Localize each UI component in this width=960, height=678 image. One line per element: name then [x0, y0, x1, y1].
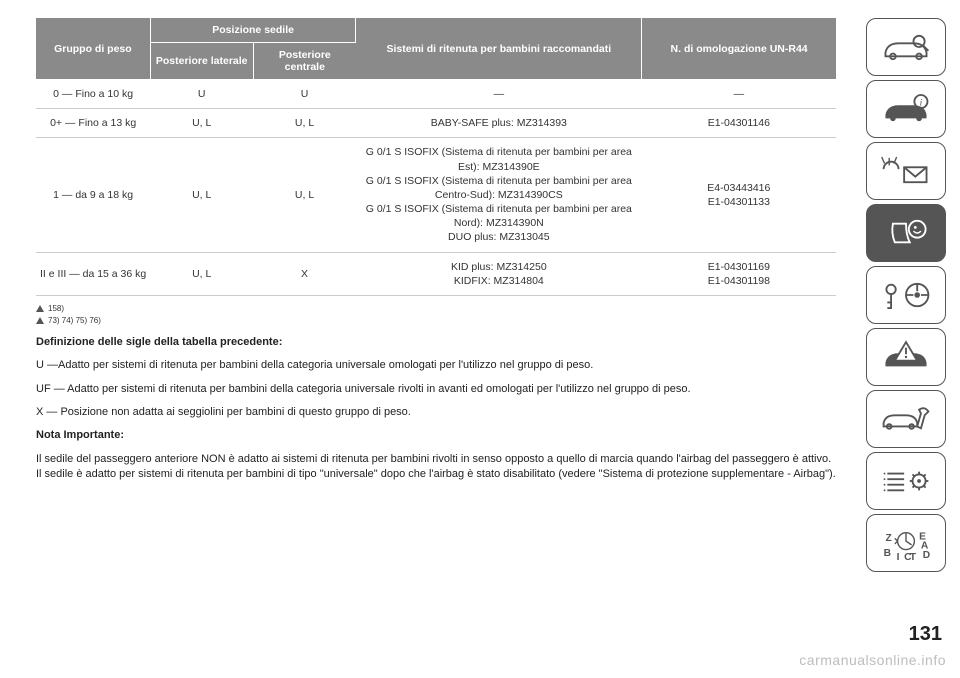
cell-sistemi: BABY-SAFE plus: MZ314393	[356, 109, 642, 138]
svg-text:Z: Z	[885, 533, 891, 544]
footnotes: 158) 73) 74) 75) 76)	[36, 304, 836, 325]
cell-gruppo: 0 — Fino a 10 kg	[36, 80, 150, 109]
light-envelope-icon	[878, 151, 934, 191]
cell-cen: U	[253, 80, 356, 109]
th-omolog: N. di omologazione UN-R44	[642, 18, 836, 80]
cell-omolog: E1-04301146	[642, 109, 836, 138]
th-gruppo: Gruppo di peso	[36, 18, 150, 80]
sidebar-car-wrench[interactable]	[866, 390, 946, 448]
car-magnify-icon	[878, 27, 934, 67]
cell-lat: U, L	[150, 138, 253, 252]
car-wrench-icon	[878, 399, 934, 439]
cell-cen: U, L	[253, 109, 356, 138]
cell-omolog: E1-04301169 E1-04301198	[642, 252, 836, 295]
svg-text:B: B	[884, 548, 891, 559]
list-gear-icon	[878, 461, 934, 501]
def-u: U —Adatto per sistemi di ritenuta per ba…	[36, 358, 836, 373]
sidebar-car-warning[interactable]	[866, 328, 946, 386]
th-pos-cen: Posteriore centrale	[253, 43, 356, 80]
car-warning-icon	[878, 337, 934, 377]
def-heading: Definizione delle sigle della tabella pr…	[36, 335, 836, 350]
table-row: II e III — da 15 a 36 kg U, L X KID plus…	[36, 252, 836, 295]
th-pos-lat: Posteriore laterale	[150, 43, 253, 80]
table-row: 1 — da 9 a 18 kg U, L U, L G 0/1 S ISOFI…	[36, 138, 836, 252]
sidebar-light-envelope[interactable]	[866, 142, 946, 200]
cell-lat: U	[150, 80, 253, 109]
def-uf: UF — Adatto per sistemi di ritenuta per …	[36, 382, 836, 397]
child-seat-table: Gruppo di peso Posizione sedile Sistemi …	[36, 18, 836, 296]
sidebar-key-wheel[interactable]	[866, 266, 946, 324]
footnote-b: 73) 74) 75) 76)	[48, 316, 101, 325]
sidebar-car-info[interactable]: i	[866, 80, 946, 138]
cell-omolog: —	[642, 80, 836, 109]
cell-cen: U, L	[253, 138, 356, 252]
th-posizione: Posizione sedile	[150, 18, 356, 43]
cell-gruppo: II e III — da 15 a 36 kg	[36, 252, 150, 295]
def-x: X — Posizione non adatta ai seggiolini p…	[36, 405, 836, 420]
cell-lat: U, L	[150, 252, 253, 295]
cell-lat: U, L	[150, 109, 253, 138]
key-wheel-icon	[878, 275, 934, 315]
sidebar-list-gear[interactable]	[866, 452, 946, 510]
page-number: 131	[909, 623, 942, 646]
nota-heading: Nota Importante:	[36, 428, 836, 443]
page-content: Gruppo di peso Posizione sedile Sistemi …	[36, 18, 836, 491]
svg-text:D: D	[923, 550, 930, 561]
cell-gruppo: 1 — da 9 a 18 kg	[36, 138, 150, 252]
th-sistemi: Sistemi di ritenuta per bambini raccoman…	[356, 18, 642, 80]
seat-airbag-icon	[878, 213, 934, 253]
body-text: Definizione delle sigle della tabella pr…	[36, 335, 836, 483]
nota-body: Il sedile del passeggero anteriore NON è…	[36, 452, 836, 483]
warning-icon	[36, 317, 44, 324]
svg-text:i: i	[920, 98, 923, 108]
cell-sistemi: —	[356, 80, 642, 109]
cell-omolog: E4-03443416 E1-04301133	[642, 138, 836, 252]
tech-letters-icon: Z B E A D I C T	[878, 523, 934, 563]
footnote-a: 158)	[48, 304, 64, 313]
warning-icon	[36, 305, 44, 312]
cell-cen: X	[253, 252, 356, 295]
watermark: carmanualsonline.info	[799, 652, 946, 668]
sidebar-tech-letters[interactable]: Z B E A D I C T	[866, 514, 946, 572]
cell-gruppo: 0+ — Fino a 13 kg	[36, 109, 150, 138]
section-sidebar: i	[866, 18, 946, 572]
sidebar-seat-airbag[interactable]	[866, 204, 946, 262]
cell-sistemi: G 0/1 S ISOFIX (Sistema di ritenuta per …	[356, 138, 642, 252]
table-row: 0 — Fino a 10 kg U U — —	[36, 80, 836, 109]
table-row: 0+ — Fino a 13 kg U, L U, L BABY-SAFE pl…	[36, 109, 836, 138]
svg-text:T: T	[910, 552, 917, 563]
svg-text:I: I	[897, 552, 900, 563]
cell-sistemi: KID plus: MZ314250 KIDFIX: MZ314804	[356, 252, 642, 295]
car-info-icon: i	[878, 89, 934, 129]
table-body: 0 — Fino a 10 kg U U — — 0+ — Fino a 13 …	[36, 80, 836, 296]
sidebar-car-magnify[interactable]	[866, 18, 946, 76]
